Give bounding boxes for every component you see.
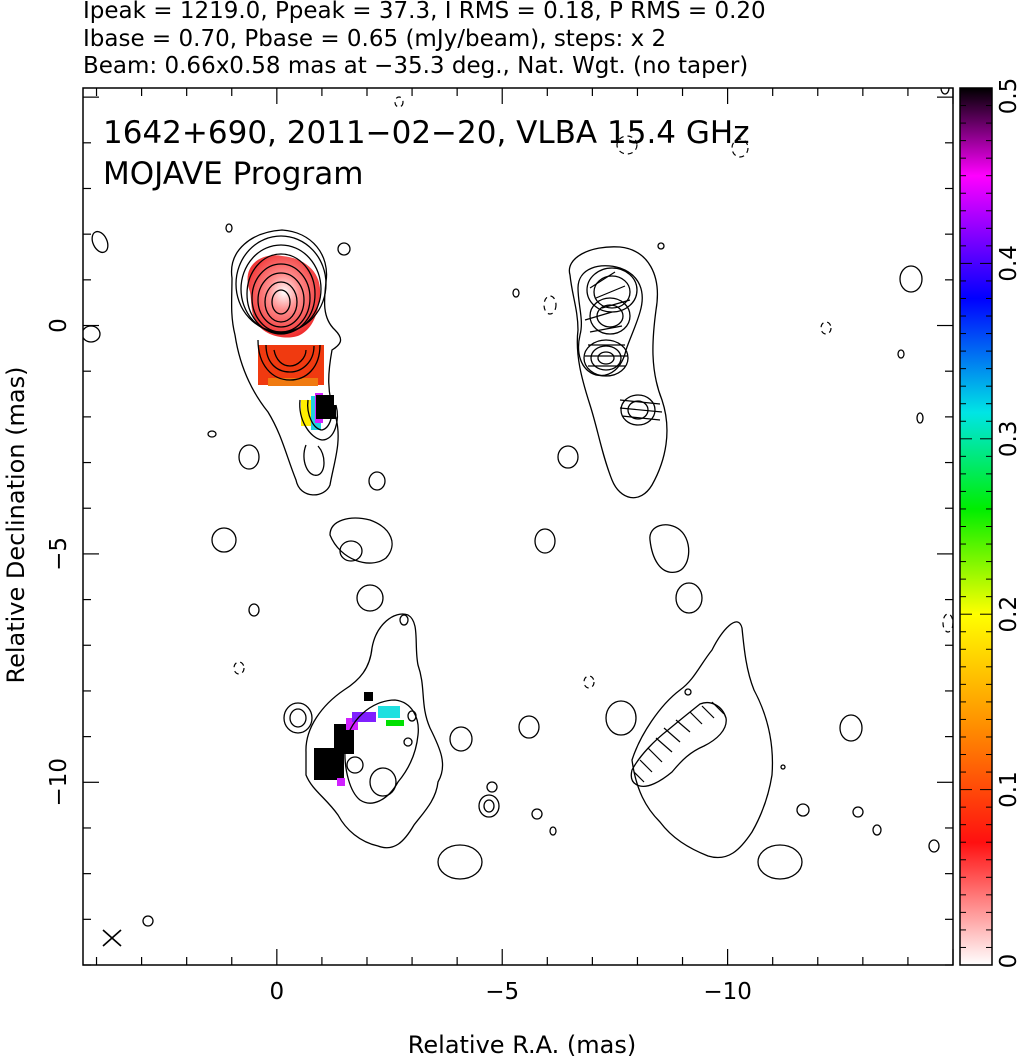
- y-axis-label: Relative Declination (mas): [2, 366, 30, 683]
- core-polarization-patch: [247, 255, 321, 338]
- header-line-1: Ipeak = 1219.0, Ppeak = 37.3, I RMS = 0.…: [83, 0, 766, 24]
- axes: 0 −5 −10 0 −5 −10: [46, 88, 954, 1005]
- outer-jet-blue: [352, 712, 376, 722]
- y-tick-label: 0: [46, 318, 72, 333]
- x-tick-label: −5: [485, 979, 519, 1005]
- outer-jet-black-3: [364, 692, 373, 701]
- inset-title: 1642+690, 2011−02−20, VLBA 15.4 GHz: [103, 115, 749, 151]
- x-tick-label: −10: [703, 979, 752, 1005]
- outer-jet-cyan: [378, 706, 400, 718]
- outer-jet-green: [386, 720, 404, 726]
- colorbar-tick-label: 0.3: [996, 421, 1022, 458]
- plot-frame: [82, 87, 954, 966]
- colorbar-tick-label: 0.2: [996, 596, 1022, 633]
- colorbar-ticks: 0 0.1 0.2 0.3 0.4 0.5: [960, 78, 1022, 969]
- core-polarization-lower-edge: [268, 378, 318, 386]
- colorbar-tick-label: 0: [996, 954, 1022, 969]
- inner-jet-yellow: [301, 400, 313, 426]
- beam-marker: [102, 929, 122, 947]
- left-intensity-contours: [83, 223, 557, 927]
- y-tick-label: −5: [46, 537, 72, 571]
- header-line-3: Beam: 0.66x0.58 mas at −35.3 deg., Nat. …: [83, 53, 748, 79]
- colorbar-tick-label: 0.4: [996, 245, 1022, 282]
- fractional-polarization-map: [247, 255, 404, 786]
- plot-area: [83, 88, 953, 947]
- colorbar-tick-label: 0.1: [996, 771, 1022, 808]
- colorbar-tick-label: 0.5: [996, 78, 1022, 115]
- header-line-2: Ibase = 0.70, Pbase = 0.65 (mJy/beam), s…: [83, 26, 666, 52]
- x-axis-label: Relative R.A. (mas): [408, 1031, 636, 1059]
- right-polarization-contours: [233, 88, 953, 880]
- outer-jet-magenta-edge: [337, 778, 345, 786]
- x-tick-label: 0: [270, 979, 285, 1005]
- evpa-vectors: [584, 271, 725, 783]
- inset-program: MOJAVE Program: [103, 156, 363, 192]
- y-tick-label: −10: [46, 758, 72, 807]
